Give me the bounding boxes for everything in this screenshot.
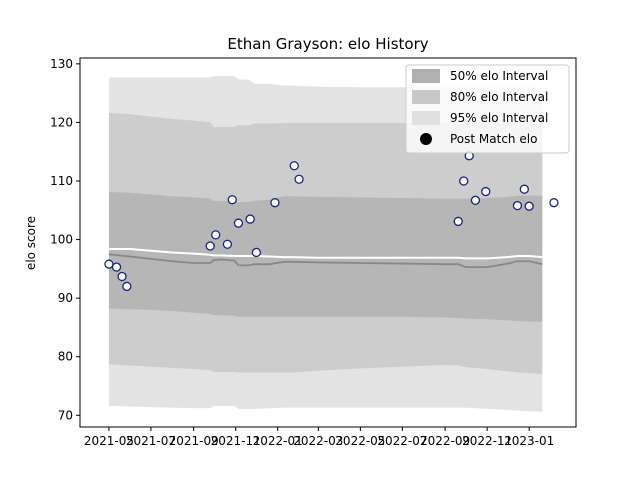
- x-tick-label: 2022-03: [293, 434, 343, 448]
- mean-estimate-line: [108, 253, 543, 269]
- post-match-point: [104, 259, 114, 269]
- x-tick-label: 2022-07: [377, 434, 427, 448]
- post-match-point: [524, 201, 534, 211]
- post-match-point: [233, 218, 244, 228]
- interval-bands: [108, 76, 543, 412]
- post-match-point: [211, 230, 221, 240]
- post-match-point: [245, 214, 255, 224]
- legend: 50% elo Interval 80% elo Interval 95% el…: [405, 64, 570, 154]
- legend-label-post-match: Post Match elo: [450, 132, 537, 146]
- y-axis-ticks: 70 80 90 100 110 120 130: [50, 57, 80, 422]
- post-match-point: [519, 184, 529, 194]
- x-axis-ticks: 2021-052021-072021-092021-112022-012022-…: [84, 427, 554, 448]
- post-match-point: [122, 281, 132, 292]
- x-tick-label: 2022-09: [420, 434, 470, 448]
- y-tick-label: 70: [58, 408, 73, 422]
- chart-title: Ethan Grayson: elo History: [227, 35, 428, 53]
- post-match-point: [111, 262, 122, 272]
- legend-label-80: 80% elo Interval: [450, 90, 548, 104]
- y-tick-label: 90: [58, 291, 73, 305]
- y-tick-label: 120: [50, 115, 73, 129]
- post-match-point: [289, 161, 299, 171]
- post-match-point: [270, 198, 280, 208]
- x-tick-label: 2021-05: [84, 434, 134, 448]
- estimate-lines: [108, 247, 543, 269]
- post-match-point: [481, 186, 491, 197]
- x-tick-label: 2022-05: [335, 434, 385, 448]
- y-tick-label: 110: [50, 174, 73, 188]
- y-axis-label: elo score: [24, 216, 38, 270]
- x-tick-label: 2023-01: [504, 434, 554, 448]
- post-match-point: [453, 216, 463, 227]
- upper-estimate-line: [108, 247, 543, 260]
- x-tick-label: 2021-09: [169, 434, 219, 448]
- legend-label-95: 95% elo Interval: [450, 111, 548, 125]
- legend-swatch-50: [412, 69, 440, 83]
- y-tick-label: 100: [50, 233, 73, 247]
- post-match-point: [205, 241, 215, 251]
- post-match-point: [294, 174, 304, 184]
- post-match-point: [512, 200, 523, 211]
- legend-label-50: 50% elo Interval: [450, 69, 548, 83]
- y-tick-label: 80: [58, 350, 73, 364]
- post-match-point: [251, 247, 262, 258]
- x-tick-label: 2022-11: [462, 434, 512, 448]
- plot-area: [104, 76, 559, 412]
- legend-marker-post-match: [420, 133, 432, 145]
- x-tick-label: 2022-01: [253, 434, 303, 448]
- legend-box: [405, 64, 570, 154]
- post-match-point: [227, 195, 237, 205]
- post-match-point: [470, 195, 481, 205]
- post-match-point: [549, 198, 559, 208]
- legend-swatch-80: [412, 90, 440, 104]
- y-tick-label: 130: [50, 57, 73, 71]
- post-match-point: [117, 271, 127, 282]
- plot-frame: [79, 57, 577, 428]
- post-match-point: [459, 176, 469, 186]
- post-match-points: [104, 151, 559, 292]
- x-tick-label: 2021-07: [126, 434, 176, 448]
- legend-swatch-95: [412, 111, 440, 125]
- post-match-point: [222, 239, 233, 249]
- x-tick-label: 2021-11: [211, 434, 261, 448]
